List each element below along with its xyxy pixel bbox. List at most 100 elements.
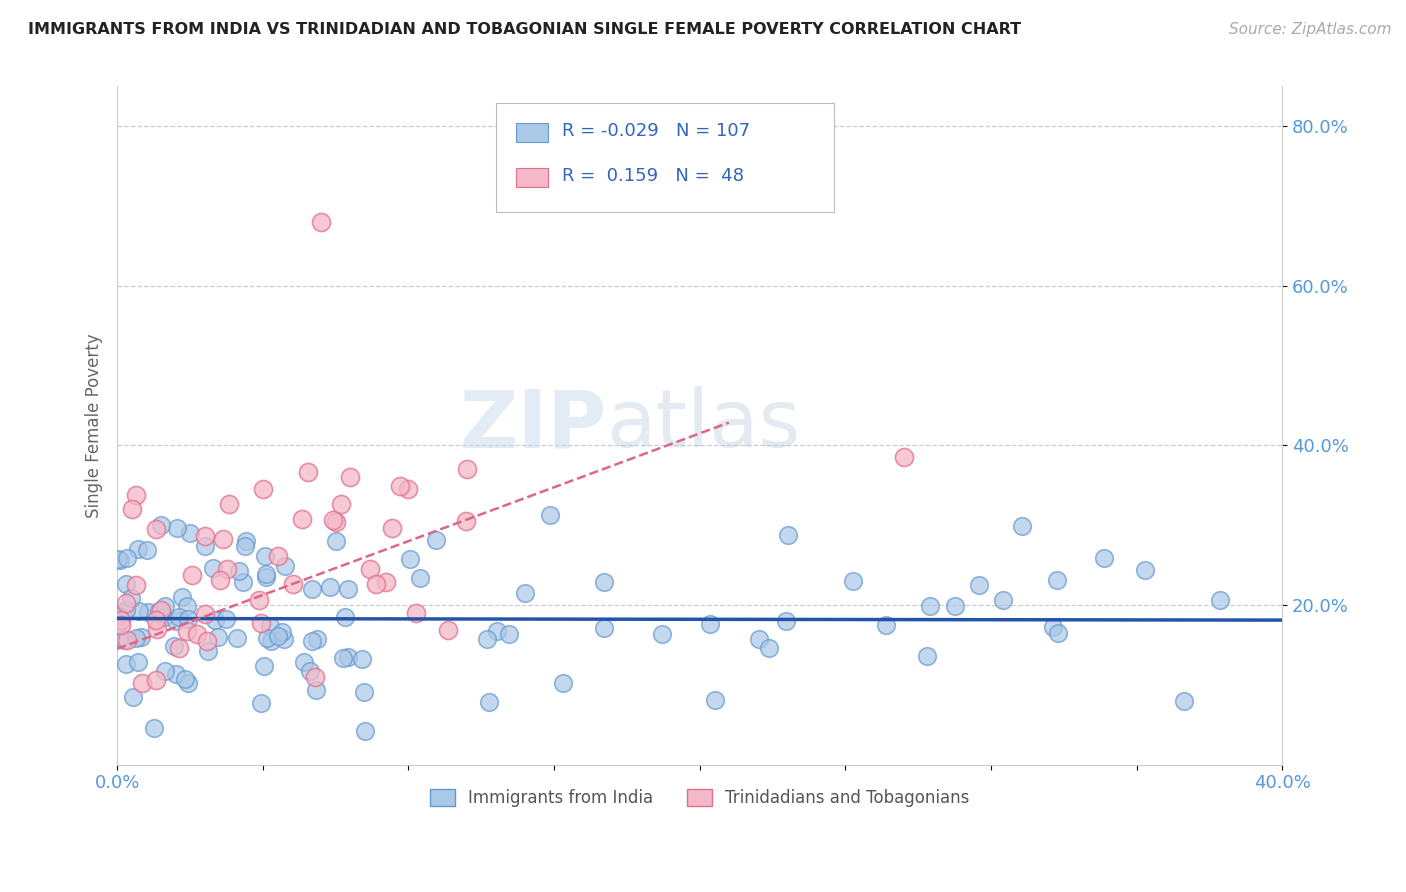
Point [167, 610, 190, 624]
Text: R = -0.029   N = 107: R = -0.029 N = 107 [562, 122, 751, 140]
Point [233, 539, 256, 553]
Point [145, 673, 167, 688]
Point [143, 721, 166, 735]
Point [307, 632, 329, 647]
Point [408, 571, 430, 585]
Point [204, 613, 226, 627]
Point [232, 574, 254, 589]
Point [260, 633, 283, 648]
Point [247, 593, 270, 607]
Point [758, 641, 780, 656]
Point [176, 599, 198, 613]
Point [254, 566, 277, 581]
Point [475, 632, 498, 646]
Point [201, 560, 224, 574]
Point [353, 685, 375, 699]
Point [456, 514, 478, 528]
Point [228, 564, 250, 578]
Point [364, 577, 387, 591]
Point [699, 616, 721, 631]
Point [478, 695, 501, 709]
Point [273, 632, 295, 646]
Point [115, 603, 138, 617]
Point [339, 470, 361, 484]
Point [267, 629, 290, 643]
Point [254, 570, 277, 584]
Point [145, 613, 167, 627]
Point [128, 604, 150, 618]
Point [515, 586, 537, 600]
Point [174, 672, 197, 686]
Point [150, 518, 173, 533]
Point [337, 582, 360, 597]
Point [399, 552, 422, 566]
Point [283, 577, 305, 591]
Point [177, 612, 200, 626]
Point [218, 497, 240, 511]
Point [1011, 519, 1033, 533]
Point [152, 610, 174, 624]
Bar [516, 168, 548, 186]
Text: ZIP: ZIP [460, 386, 606, 465]
Point [197, 644, 219, 658]
Point [381, 521, 404, 535]
Point [1173, 694, 1195, 708]
Point [194, 607, 217, 622]
Point [114, 596, 136, 610]
FancyBboxPatch shape [496, 103, 834, 211]
Point [211, 533, 233, 547]
Point [114, 577, 136, 591]
Point [145, 522, 167, 536]
Point [352, 651, 374, 665]
Point [337, 649, 360, 664]
Point [207, 631, 229, 645]
Point [388, 479, 411, 493]
Point [593, 574, 616, 589]
Point [180, 567, 202, 582]
Point [253, 659, 276, 673]
Point [396, 483, 419, 497]
Point [915, 648, 938, 663]
Point [267, 549, 290, 563]
Point [136, 606, 159, 620]
Point [329, 497, 352, 511]
Point [374, 575, 396, 590]
Point [235, 534, 257, 549]
Point [153, 599, 176, 614]
Text: IMMIGRANTS FROM INDIA VS TRINIDADIAN AND TOBAGONIAN SINGLE FEMALE POVERTY CORREL: IMMIGRANTS FROM INDIA VS TRINIDADIAN AND… [28, 22, 1021, 37]
Point [146, 622, 169, 636]
Point [252, 483, 274, 497]
Point [332, 651, 354, 665]
Point [215, 561, 238, 575]
Point [194, 529, 217, 543]
Point [131, 676, 153, 690]
Point [967, 578, 990, 592]
Point [256, 631, 278, 645]
Point [120, 591, 142, 605]
Point [354, 723, 377, 738]
Point [115, 632, 138, 647]
Point [485, 624, 508, 638]
Point [498, 627, 520, 641]
Point [319, 580, 342, 594]
Legend: Immigrants from India, Trinidadians and Tobagonians: Immigrants from India, Trinidadians and … [423, 782, 976, 814]
Point [297, 465, 319, 479]
Y-axis label: Single Female Poverty: Single Female Poverty [86, 333, 103, 517]
Point [167, 640, 190, 655]
Point [122, 690, 145, 704]
Point [893, 450, 915, 465]
Point [1092, 551, 1115, 566]
Point [291, 511, 314, 525]
Point [186, 627, 208, 641]
Point [194, 540, 217, 554]
Point [1046, 573, 1069, 587]
Point [179, 526, 201, 541]
Point [776, 528, 799, 542]
Point [842, 574, 865, 589]
Point [110, 618, 132, 632]
Point [1135, 563, 1157, 577]
Text: Source: ZipAtlas.com: Source: ZipAtlas.com [1229, 22, 1392, 37]
Point [165, 667, 187, 681]
Point [165, 614, 187, 628]
Point [172, 591, 194, 605]
